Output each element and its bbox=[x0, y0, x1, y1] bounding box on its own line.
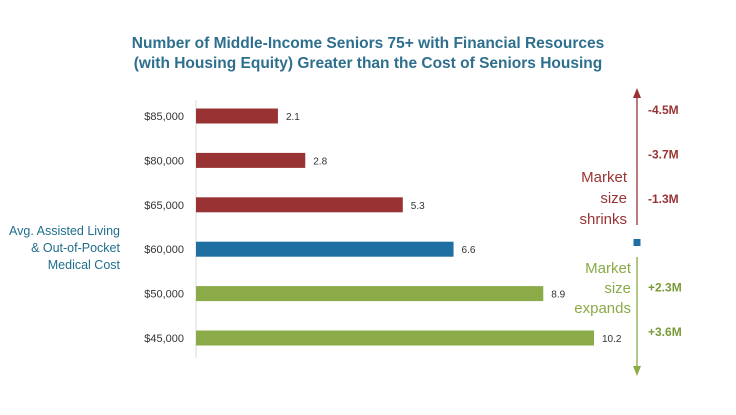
annotation-expands-line-2: size bbox=[604, 280, 631, 297]
bar-6 bbox=[196, 330, 594, 346]
tick-label-3: $65,000 bbox=[144, 200, 184, 212]
reference-label-line-3: Medical Cost bbox=[48, 258, 121, 272]
annotation-shrinks-line-2: size bbox=[600, 190, 627, 207]
bar-1 bbox=[196, 108, 278, 124]
delta-label-3: -1.3M bbox=[648, 192, 679, 206]
annotation-expands-line-1: Market bbox=[585, 260, 632, 277]
reference-label-line-1: Avg. Assisted Living bbox=[9, 224, 120, 238]
arrow-up-head bbox=[633, 88, 641, 98]
reference-label-line-2: & Out-of-Pocket bbox=[31, 241, 120, 255]
data-label-6: 10.2 bbox=[602, 334, 622, 345]
chart-title: Number of Middle-Income Seniors 75+ with… bbox=[0, 34, 736, 74]
chart-title-line-2: (with Housing Equity) Greater than the C… bbox=[133, 55, 603, 72]
data-label-2: 2.8 bbox=[313, 156, 327, 167]
chart-title-line-1: Number of Middle-Income Seniors 75+ with… bbox=[131, 35, 605, 52]
tick-label-5: $50,000 bbox=[144, 289, 184, 301]
data-label-3: 5.3 bbox=[411, 201, 425, 212]
data-label-1: 2.1 bbox=[286, 112, 300, 123]
bar-3 bbox=[196, 197, 403, 213]
tick-label-6: $45,000 bbox=[144, 333, 184, 345]
arrow-down-head bbox=[633, 366, 641, 376]
delta-label-1: -4.5M bbox=[648, 103, 679, 117]
tick-label-2: $80,000 bbox=[144, 155, 184, 167]
tick-label-4: $60,000 bbox=[144, 244, 184, 256]
annotation-expands-line-3: expands bbox=[574, 300, 631, 317]
bar-5 bbox=[196, 286, 544, 302]
tick-label-1: $85,000 bbox=[144, 111, 184, 123]
delta-label-4: +2.3M bbox=[648, 281, 682, 295]
annotation-shrinks-line-3: shrinks bbox=[579, 211, 627, 228]
reference-marker bbox=[633, 239, 641, 246]
data-label-5: 8.9 bbox=[551, 290, 565, 301]
data-label-4: 6.6 bbox=[462, 245, 476, 256]
annotation-shrinks-line-1: Market bbox=[581, 169, 628, 186]
delta-label-2: -3.7M bbox=[648, 147, 679, 161]
bar-4 bbox=[196, 241, 454, 257]
bar-2 bbox=[196, 152, 306, 168]
delta-label-5: +3.6M bbox=[648, 325, 682, 339]
